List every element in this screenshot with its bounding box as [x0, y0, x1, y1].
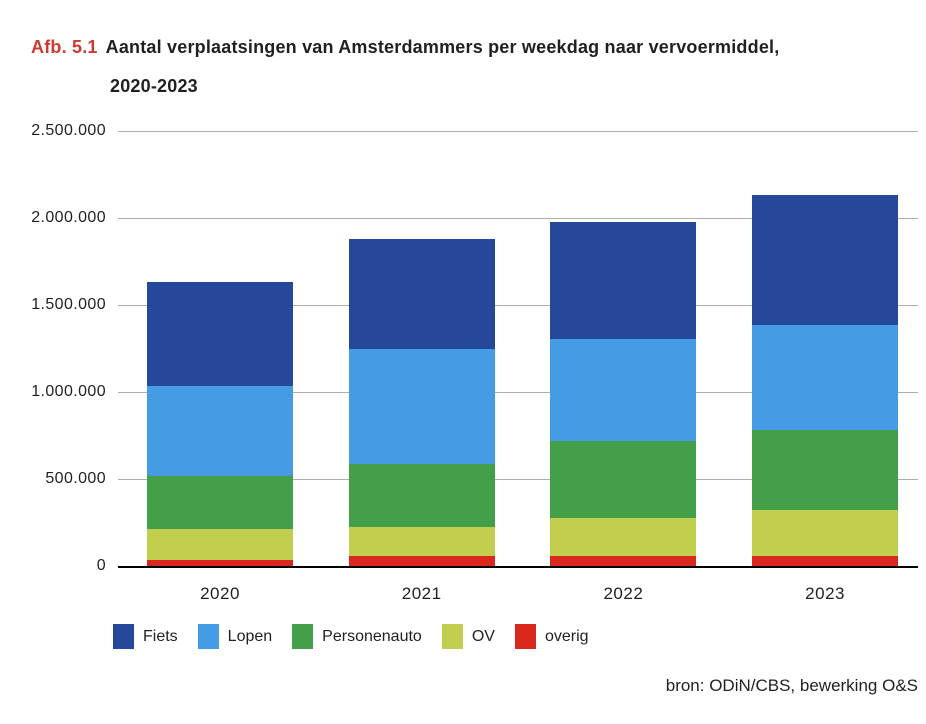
x-axis-label-2021: 2021 [401, 584, 442, 603]
source-note: bron: ODiN/CBS, bewerking O&S [665, 676, 918, 695]
legend-label-overig: overig [544, 627, 589, 645]
x-axis-label-2022: 2022 [603, 584, 644, 603]
gridline-500.000 [118, 479, 918, 480]
legend-swatch-fiets [113, 624, 134, 649]
bar-2023-segment-ov [752, 510, 899, 557]
bar-2021-segment-overig [348, 556, 495, 566]
y-tick-label-2.000.000: 2.000.000 [31, 209, 106, 226]
bar-2020-segment-overig [147, 559, 293, 566]
title-line-1: Afb. 5.1 Aantal verplaatsingen van Amster… [31, 28, 779, 67]
bar-2023-segment-fiets [752, 195, 899, 326]
bar-2021-segment-ov [348, 526, 495, 557]
x-axis: 2020 2021 2022 2023 [118, 584, 918, 608]
bar-2023-segment-personenauto [752, 430, 899, 511]
bar-2023-segment-lopen [752, 325, 899, 431]
bar-2022-segment-personenauto [550, 440, 697, 519]
legend-swatch-ov [441, 624, 463, 649]
legend-label-fiets: Fiets [143, 627, 178, 645]
legend-swatch-lopen [197, 624, 219, 649]
legend-label-ov: OV [471, 627, 495, 645]
y-axis: 0 500.000 1.000.000 1.500.000 2.000.000 2.500… [0, 122, 106, 574]
bar-2022-segment-ov [550, 518, 697, 557]
legend-swatch-personenauto [292, 624, 314, 649]
figure-title: Afb. 5.1 Aantal verplaatsingen van Amster… [31, 28, 779, 106]
legend-label-personenauto: Personenauto [322, 627, 422, 645]
legend-swatch-overig [514, 624, 536, 649]
y-tick-label-2.500.000: 2.500.000 [31, 122, 106, 139]
bar-2021 [348, 238, 495, 566]
gridline-1.500.000 [118, 305, 918, 306]
bar-2021-segment-personenauto [348, 464, 495, 527]
x-axis-label-2023: 2023 [805, 584, 845, 603]
bar-2022-segment-fiets [550, 222, 697, 339]
x-axis-label-2020: 2020 [200, 584, 240, 603]
legend: Fiets Lopen Personenauto OV overig [113, 624, 609, 649]
figure-number: Afb. 5.1 [31, 37, 98, 57]
title-line-2: 2020-2023 [110, 76, 198, 96]
y-tick-label-1.500.000: 1.500.000 [31, 296, 106, 313]
gridline-2.500.000 [118, 131, 918, 132]
bar-2023 [752, 195, 899, 566]
bar-2020-segment-personenauto [147, 475, 293, 530]
bar-2022-segment-overig [550, 556, 697, 566]
gridline-1.000.000 [118, 392, 918, 393]
title-text: Aantal verplaatsingen van Amsterdammers … [105, 37, 780, 57]
bar-2021-segment-fiets [348, 238, 495, 349]
bar-2022-segment-lopen [550, 338, 697, 441]
legend-item-personenauto: Personenauto [292, 624, 422, 649]
x-axis-line [118, 566, 918, 568]
bar-2020-segment-fiets [147, 282, 293, 386]
legend-label-lopen: Lopen [227, 627, 273, 645]
bar-2021-segment-lopen [348, 348, 495, 465]
y-tick-label-500.000: 500.000 [45, 470, 106, 487]
bar-2022 [550, 222, 697, 566]
bar-2020-segment-lopen [147, 385, 293, 476]
gridline-2.000.000 [118, 218, 918, 219]
y-tick-label-0: 0 [96, 557, 106, 574]
y-tick-label-1.000.000: 1.000.000 [31, 383, 106, 400]
legend-item-lopen: Lopen [197, 624, 273, 649]
bar-2020 [147, 282, 293, 566]
plot-area [118, 131, 918, 568]
bar-2023-segment-overig [752, 556, 899, 566]
legend-item-ov: OV [441, 624, 495, 649]
bar-2020-segment-ov [147, 529, 293, 560]
legend-item-overig: overig [514, 624, 589, 649]
legend-item-fiets: Fiets [113, 624, 178, 649]
